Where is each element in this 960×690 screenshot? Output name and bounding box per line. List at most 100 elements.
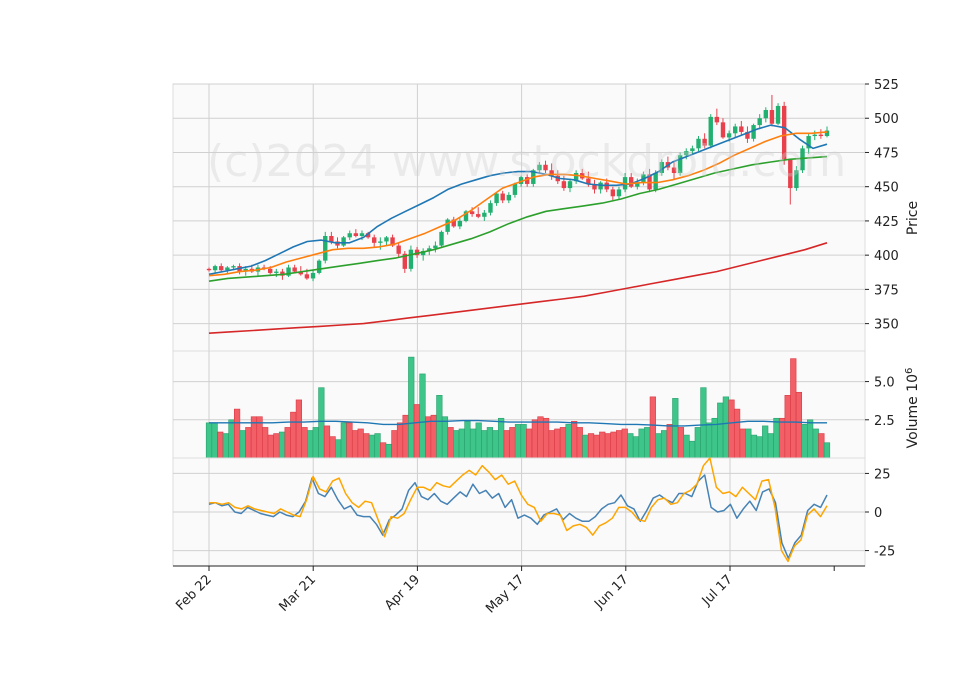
candle-body [353,233,359,236]
candle-body [219,266,224,271]
volume-bar [278,431,286,459]
volume-bar [363,433,370,459]
panel-background [172,83,866,352]
candle-body [365,233,371,238]
volume-bar [262,427,269,459]
ma-line-blue [208,124,828,276]
volume-bar [689,440,696,459]
x-tick-label: Jul 17 [699,572,736,609]
candle-body [635,182,640,187]
volume-bar [498,417,505,459]
y-tick-label: 475 [874,146,899,161]
candle-body [812,134,817,137]
volume-bar [604,433,611,459]
candle-body [372,237,377,243]
candle-body [653,173,658,190]
candle-body [726,133,732,138]
volume-bar [318,387,325,459]
volume-bar [301,427,308,459]
volume-bar [239,430,246,459]
price-panel: 350 375 400 425 450 475 500 525 [172,78,899,352]
candle-body [573,173,579,182]
candle-body [775,105,781,124]
volume-bar [632,436,640,459]
candle-body [628,177,634,187]
volume-bar [531,419,538,459]
volume-bar [425,416,432,459]
candle-body [512,183,518,195]
candle-body [329,235,334,242]
candle-body [745,131,750,139]
candle-body [824,130,830,137]
candle-body [445,219,450,232]
candle-body [659,162,664,173]
candle-body [690,148,695,152]
candle-body [757,118,762,126]
volume-bar [739,428,746,459]
volume-bar [329,436,336,459]
volume-bar [469,428,477,459]
candle-body [304,274,310,279]
y-tick-label: 425 [874,215,899,230]
volume-bar [481,430,488,459]
volume-bar [694,427,701,459]
candle-body [316,260,322,273]
volume-bar [677,427,685,459]
volume-bar [638,428,645,459]
candle-body [684,151,689,156]
x-tick-label: Mar 21 [276,572,319,615]
x-axis: Feb 22 Mar 21 Apr 19 May 17 Jun 17 Jul 17 [173,565,865,616]
candle-body [518,177,524,184]
candle-body [586,178,591,184]
candle-body [610,189,616,197]
volume-bar [593,434,600,459]
volume-bar [672,398,679,459]
volume-bar [666,424,673,459]
volume-bar [436,395,443,459]
volume-bar [492,430,499,459]
y-tick-label: 5.0 [874,376,895,391]
candle-body [488,203,493,213]
volume-bar [795,391,803,459]
volume-bar [616,430,623,459]
volume-bar [380,442,387,459]
candle-body [506,194,512,201]
volume-bar [801,424,808,459]
volume-bar [408,356,415,459]
volume-bar [441,416,449,459]
candle-body [206,268,212,271]
volume-bar [458,428,465,459]
volume-panel: 2.5 5.0 [172,350,895,459]
volume-bar [374,433,381,459]
volume-label-text: Volume 10 [905,374,921,448]
ma-line-red [208,242,828,334]
volume-bar [548,430,555,459]
volume-bar [503,430,510,459]
candle-body [476,214,481,217]
candle-body [298,271,303,275]
volume-bar [464,421,471,459]
volume-label-exponent: 6 [904,368,915,374]
volume-bar [571,421,578,459]
volume-bar [812,428,819,459]
volume-bar [273,433,280,459]
watermark: (c)2024 www.stockdroid.com [207,136,846,187]
volume-bar [745,428,752,459]
volume-bar [767,433,774,459]
y-tick-label: 525 [874,78,899,93]
candle-body [561,181,567,189]
candle-body [616,189,622,197]
candle-body [800,148,805,171]
volume-bar [413,404,420,459]
candle-body [267,268,273,273]
candle-body [384,237,389,242]
candle-body [225,267,230,271]
volume-bar [357,428,364,459]
candle-body [347,233,352,238]
volume-bar [486,427,494,459]
candle-body [286,267,291,276]
volume-axis-label: Volume 106 [904,368,922,449]
candle-body [427,248,432,252]
volume-bar [340,422,347,459]
